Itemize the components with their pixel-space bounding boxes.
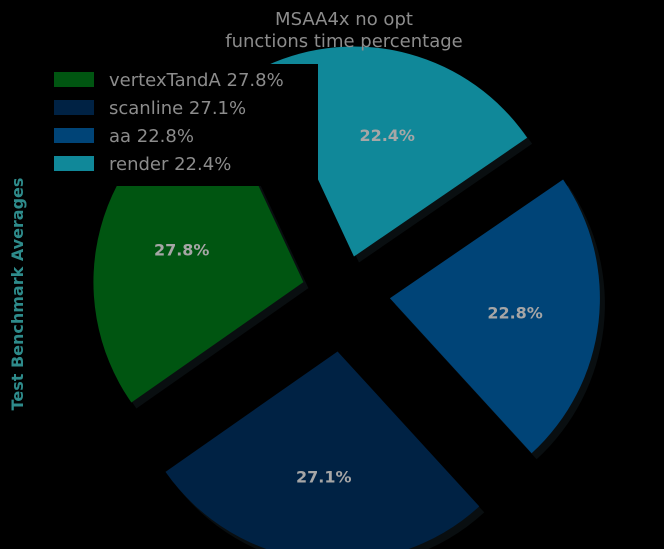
slice-label-scanline: 27.1% [296,468,352,487]
legend-swatch-scanline [54,100,94,115]
slice-scanline [165,351,480,549]
chart-title-line-1: MSAA4x no opt [275,9,413,30]
legend-label-vertexTandA: vertexTandA 27.8% [109,70,284,91]
legend-swatch-render [54,156,94,171]
slice-aa [389,179,600,454]
chart-title-line-2: functions time percentage [225,31,463,52]
legend-label-scanline: scanline 27.1% [109,98,246,119]
slice-label-render: 22.4% [359,126,415,145]
legend-label-aa: aa 22.8% [109,126,194,147]
legend-swatch-aa [54,128,94,143]
slice-label-vertexTandA: 27.8% [154,241,210,260]
slice-labels: 27.8% 27.1% 22.8% 22.4% [154,126,543,487]
legend-swatch-vertexTandA [54,72,94,87]
slice-label-aa: 22.8% [487,304,543,323]
slice-render [265,46,528,257]
y-axis-label: Test Benchmark Averages [8,178,27,411]
legend: vertexTandA 27.8% scanline 27.1% aa 22.8% r… [42,64,318,186]
legend-label-render: render 22.4% [109,154,231,175]
